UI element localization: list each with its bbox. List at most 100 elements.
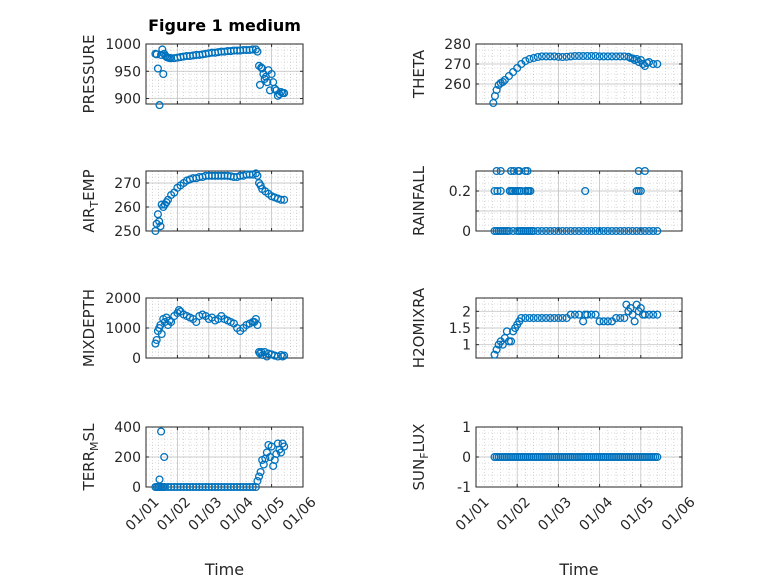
data-point xyxy=(256,467,265,477)
data-point xyxy=(640,166,649,176)
figure-title: Figure 1 medium xyxy=(148,16,301,35)
y-axis-label: TERRMSL xyxy=(80,423,101,492)
data-point xyxy=(153,64,162,73)
data-point xyxy=(533,52,542,62)
data-point xyxy=(591,51,600,61)
data-point xyxy=(260,347,269,357)
y-tick-label: 0.2 xyxy=(449,184,471,200)
data-point xyxy=(492,166,501,176)
y-axis-label: PRESSURE xyxy=(80,35,98,114)
data-series xyxy=(151,45,289,110)
data-point xyxy=(599,52,608,61)
data-point xyxy=(521,56,530,66)
data-point xyxy=(653,310,662,319)
data-point xyxy=(566,52,575,61)
y-tick-label: 280 xyxy=(444,37,471,53)
data-point xyxy=(521,313,530,323)
data-point xyxy=(620,313,629,323)
y-tick-label: 950 xyxy=(114,64,141,80)
data-point xyxy=(526,186,535,196)
data-point xyxy=(581,186,590,196)
data-point xyxy=(546,52,555,61)
x-axis-label: Time xyxy=(204,560,244,579)
data-point xyxy=(620,226,629,236)
y-tick-label: 270 xyxy=(114,176,141,192)
y-tick-label: 1000 xyxy=(105,321,141,337)
data-point xyxy=(496,166,505,176)
data-point xyxy=(616,313,625,323)
data-point xyxy=(591,226,600,236)
data-point xyxy=(541,226,551,236)
data-point xyxy=(570,226,579,236)
data-point xyxy=(276,350,286,360)
data-point xyxy=(151,339,160,348)
y-tick-label: 0 xyxy=(462,224,471,240)
subplot-1: 900 950 1000 PRESSURE Figure 1 medium xyxy=(80,16,304,114)
data-point xyxy=(566,226,575,236)
y-axis-label: RAINFALL xyxy=(410,165,428,236)
y-tick-label: 2 xyxy=(462,304,471,320)
data-point xyxy=(280,351,289,360)
data-series xyxy=(490,452,662,462)
data-point xyxy=(529,53,538,63)
subplot-2: 260 270 280 THETA xyxy=(410,37,683,108)
data-point xyxy=(492,85,501,95)
data-point xyxy=(155,101,164,110)
data-point xyxy=(254,472,264,481)
data-point xyxy=(493,186,502,196)
data-point xyxy=(603,226,612,236)
data-point xyxy=(506,337,516,346)
data-point xyxy=(537,226,546,236)
y-tick-label: 0 xyxy=(462,450,471,466)
data-point xyxy=(500,75,509,85)
data-point xyxy=(595,226,604,236)
axes-box xyxy=(145,170,304,232)
data-point xyxy=(155,475,164,484)
data-point xyxy=(529,313,538,323)
data-point xyxy=(160,452,169,462)
data-point xyxy=(550,52,559,61)
data-point xyxy=(644,57,654,67)
data-point xyxy=(649,310,658,319)
y-tick-label: 400 xyxy=(114,420,141,436)
data-point xyxy=(649,226,658,236)
subplot-5: 0 1000 2000 MIXDEPTH xyxy=(80,289,304,367)
y-tick-label: 900 xyxy=(114,92,141,108)
data-point xyxy=(554,313,563,323)
data-point xyxy=(566,310,575,319)
data-point xyxy=(583,310,592,319)
data-point xyxy=(159,69,168,79)
data-point xyxy=(492,345,501,354)
data-point xyxy=(253,320,262,330)
data-point xyxy=(587,51,596,61)
data-point xyxy=(158,45,167,54)
data-point xyxy=(644,310,654,319)
data-point xyxy=(591,310,600,319)
data-point xyxy=(554,226,563,236)
data-point xyxy=(579,226,588,236)
data-point xyxy=(636,55,645,65)
y-tick-label: -1 xyxy=(457,480,471,496)
y-axis-label: H2OMIXRA xyxy=(410,287,428,368)
data-point xyxy=(546,313,555,323)
subplots: 900 950 1000 PRESSURE Figure 1 medium 2602702… xyxy=(80,16,699,579)
data-point xyxy=(152,335,161,345)
data-point xyxy=(570,51,579,61)
data-point xyxy=(634,57,643,67)
data-point xyxy=(517,313,526,323)
axes-box xyxy=(145,43,304,105)
data-point xyxy=(267,442,276,451)
data-point xyxy=(640,310,649,319)
y-axis-label: AIRTEMP xyxy=(80,169,101,232)
grid xyxy=(475,426,683,488)
data-series xyxy=(490,166,662,236)
data-point xyxy=(253,47,262,56)
data-point xyxy=(640,226,649,236)
data-point xyxy=(490,350,499,359)
data-point xyxy=(533,313,542,323)
data-series xyxy=(151,305,289,361)
data-point xyxy=(270,84,279,93)
subplot-4: 0 0.2 RAINFALL xyxy=(410,165,683,240)
